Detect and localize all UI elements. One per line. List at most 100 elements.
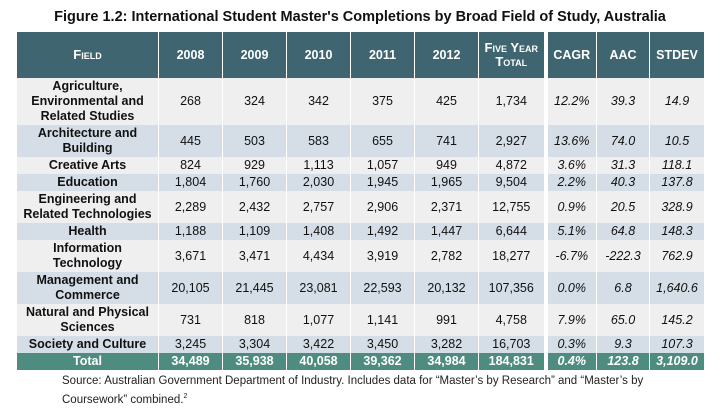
value-cell: 949: [414, 157, 479, 174]
value-cell: 20,105: [158, 272, 223, 304]
table-row: Management and Commerce 20,105 21,445 23,08…: [16, 272, 705, 304]
field-cell: Engineering and Related Technologies: [16, 191, 159, 223]
value-cell: 991: [414, 304, 479, 336]
value-cell: 2.2%: [543, 174, 597, 191]
value-cell: 375: [350, 78, 415, 125]
value-cell: 3,919: [350, 240, 415, 272]
column-header: 2009: [222, 32, 287, 78]
value-cell: 0.4%: [543, 353, 597, 370]
table-row: Information Technology 3,671 3,471 4,434 3,9…: [16, 240, 705, 272]
value-cell: 4,434: [286, 240, 351, 272]
table-row: Architecture and Building 445 503 583 655 741…: [16, 125, 705, 157]
value-cell: 2,371: [414, 191, 479, 223]
value-cell: 2,432: [222, 191, 287, 223]
value-cell: 9.3: [596, 336, 650, 353]
value-cell: 0.9%: [543, 191, 597, 223]
value-cell: 1,804: [158, 174, 223, 191]
source-note: Source: Australian Government Department…: [62, 374, 682, 408]
value-cell: 65.0: [596, 304, 650, 336]
value-cell: 6,644: [478, 223, 546, 240]
field-cell: Management and Commerce: [16, 272, 159, 304]
value-cell: 0.0%: [543, 272, 597, 304]
value-cell: 137.8: [649, 174, 705, 191]
value-cell: 10.5: [649, 125, 705, 157]
column-header: CAGR: [543, 32, 597, 78]
value-cell: 18,277: [478, 240, 546, 272]
value-cell: 2,927: [478, 125, 546, 157]
value-cell: 31.3: [596, 157, 650, 174]
value-cell: 1,188: [158, 223, 223, 240]
value-cell: 268: [158, 78, 223, 125]
value-cell: 2,757: [286, 191, 351, 223]
value-cell: 40.3: [596, 174, 650, 191]
value-cell: 2,782: [414, 240, 479, 272]
value-cell: 35,938: [222, 353, 287, 370]
column-header: 2012: [414, 32, 479, 78]
value-cell: 655: [350, 125, 415, 157]
value-cell: 741: [414, 125, 479, 157]
value-cell: 1,113: [286, 157, 351, 174]
value-cell: 324: [222, 78, 287, 125]
value-cell: 148.3: [649, 223, 705, 240]
value-cell: 1,109: [222, 223, 287, 240]
field-cell: Society and Culture: [16, 336, 159, 353]
value-cell: 3,245: [158, 336, 223, 353]
value-cell: 2,030: [286, 174, 351, 191]
value-cell: 107,356: [478, 272, 546, 304]
value-cell: 1,447: [414, 223, 479, 240]
value-cell: 118.1: [649, 157, 705, 174]
value-cell: 818: [222, 304, 287, 336]
field-cell: Education: [16, 174, 159, 191]
value-cell: 16,703: [478, 336, 546, 353]
value-cell: 7.9%: [543, 304, 597, 336]
value-cell: 1,492: [350, 223, 415, 240]
value-cell: 3.6%: [543, 157, 597, 174]
value-cell: 1,408: [286, 223, 351, 240]
value-cell: 1,965: [414, 174, 479, 191]
value-cell: 762.9: [649, 240, 705, 272]
value-cell: 64.8: [596, 223, 650, 240]
value-cell: 4,758: [478, 304, 546, 336]
value-cell: 20,132: [414, 272, 479, 304]
value-cell: 3,282: [414, 336, 479, 353]
value-cell: 503: [222, 125, 287, 157]
value-cell: 2,289: [158, 191, 223, 223]
value-cell: -222.3: [596, 240, 650, 272]
value-cell: 23,081: [286, 272, 351, 304]
field-cell: Natural and Physical Sciences: [16, 304, 159, 336]
table-row: Society and Culture 3,245 3,304 3,422 3,450 3…: [16, 336, 705, 353]
column-header: AAC: [596, 32, 650, 78]
value-cell: 3,450: [350, 336, 415, 353]
value-cell: 1,734: [478, 78, 546, 125]
value-cell: 107.3: [649, 336, 705, 353]
value-cell: 445: [158, 125, 223, 157]
value-cell: 328.9: [649, 191, 705, 223]
field-cell: Agriculture, Environmental and Related S…: [16, 78, 159, 125]
value-cell: 9,504: [478, 174, 546, 191]
field-cell: Architecture and Building: [16, 125, 159, 157]
column-header: Five Year Total: [478, 32, 546, 78]
table-row: Creative Arts 824 929 1,113 1,057 949 4,872 3.6…: [16, 157, 705, 174]
field-cell: Total: [16, 353, 159, 370]
value-cell: 12,755: [478, 191, 546, 223]
table-row: Engineering and Related Technologies 2,28…: [16, 191, 705, 223]
table-row: Natural and Physical Sciences 731 818 1,077…: [16, 304, 705, 336]
value-cell: 21,445: [222, 272, 287, 304]
value-cell: 929: [222, 157, 287, 174]
table-row: Health 1,188 1,109 1,408 1,492 1,447 6,644 5.1%…: [16, 223, 705, 240]
column-header: STDEV: [649, 32, 705, 78]
value-cell: 3,304: [222, 336, 287, 353]
value-cell: 824: [158, 157, 223, 174]
value-cell: 1,945: [350, 174, 415, 191]
table-row: Education 1,804 1,760 2,030 1,945 1,965 9,504 2…: [16, 174, 705, 191]
value-cell: 3,109.0: [649, 353, 705, 370]
value-cell: 34,489: [158, 353, 223, 370]
value-cell: 6.8: [596, 272, 650, 304]
table-row: Agriculture, Environmental and Related S…: [16, 78, 705, 125]
value-cell: 2,906: [350, 191, 415, 223]
column-header: 2011: [350, 32, 415, 78]
field-cell: Health: [16, 223, 159, 240]
value-cell: 13.6%: [543, 125, 597, 157]
value-cell: 34,984: [414, 353, 479, 370]
field-cell: Creative Arts: [16, 157, 159, 174]
